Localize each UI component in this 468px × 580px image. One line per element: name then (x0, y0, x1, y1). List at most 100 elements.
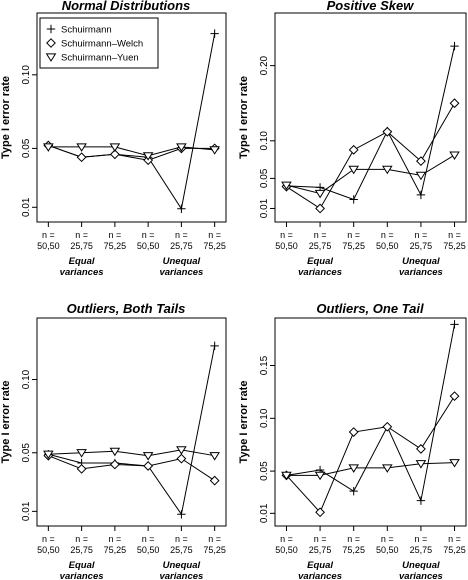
series-line (48, 345, 216, 516)
series-line (48, 449, 215, 457)
series-triangle (281, 459, 460, 481)
data-point (416, 156, 426, 167)
y-tick-label: 0.05 (259, 461, 270, 481)
data-point (209, 475, 220, 486)
data-point (109, 149, 120, 160)
panel-3: Outliers, Both Tails Type I error rate 0.0… (0, 301, 227, 580)
x-tick-label: n = 75,25 (104, 230, 127, 251)
series-triangle (281, 151, 460, 199)
y-axis-label: Type I error rate (238, 381, 250, 464)
series-line (286, 45, 456, 201)
group-label: Equal variances (60, 256, 104, 278)
data-point (449, 151, 460, 160)
x-tick-label: n = 75,25 (342, 534, 365, 555)
data-point (416, 496, 426, 505)
plot-frame (274, 317, 467, 527)
series-line (286, 154, 455, 194)
plot-frame (36, 317, 227, 527)
group-label: Unequal variances (399, 256, 443, 278)
data-point (210, 29, 219, 38)
legend-marker (46, 24, 56, 34)
x-tick-label: n = 25,75 (309, 230, 332, 251)
legend-marker (46, 38, 56, 48)
y-tick-label: 0.15 (259, 355, 270, 375)
legend-label: Schuirmann–Yuen (61, 53, 139, 64)
series-diamond (43, 450, 220, 486)
y-tick-label: 0.01 (259, 198, 270, 218)
group-label: Equal variances (298, 560, 342, 580)
data-point (109, 143, 121, 152)
series-line (286, 102, 455, 210)
data-point (349, 195, 358, 204)
y-axis-label: Type I error rate (0, 76, 12, 159)
series-line (48, 146, 215, 157)
data-point (209, 146, 220, 155)
data-point (449, 391, 460, 402)
data-point (449, 459, 460, 468)
y-tick-label: 0.01 (259, 503, 270, 523)
data-point (450, 320, 459, 329)
group-label: Equal variances (298, 256, 342, 278)
panel-title: Outliers, Both Tails (67, 301, 186, 316)
data-point (142, 152, 154, 161)
panel-title: Normal Distributions (62, 0, 191, 13)
x-tick-label: n = 25,75 (309, 534, 332, 555)
data-point (315, 507, 325, 518)
y-tick-label: 0.10 (21, 65, 32, 85)
x-tick-label: n = 75,25 (443, 534, 466, 555)
x-tick-label: n = 50,50 (376, 230, 399, 251)
series-plus (44, 341, 219, 519)
legend-box (39, 17, 159, 69)
x-tick-label: n = 25,75 (410, 534, 433, 555)
legend-label: Schuirmann–Welch (61, 39, 143, 50)
y-tick-label: 0.05 (259, 168, 270, 188)
series-diamond (43, 140, 220, 166)
data-point (349, 486, 358, 496)
y-tick-label: 0.05 (21, 443, 32, 463)
data-point (76, 152, 87, 163)
data-point (416, 190, 426, 200)
series-diamond (281, 391, 460, 518)
data-point (348, 165, 359, 175)
y-axis-label: Type I error rate (238, 76, 250, 159)
series-triangle (43, 143, 220, 161)
data-point (450, 41, 459, 51)
data-point (415, 460, 427, 469)
data-point (382, 126, 393, 137)
x-tick-label: n = 75,25 (104, 534, 127, 555)
data-point (348, 427, 359, 437)
x-tick-label: n = 25,75 (170, 230, 193, 251)
panel-title: Positive Skew (327, 0, 415, 13)
x-tick-label: n = 50,50 (275, 534, 298, 555)
data-point (281, 181, 292, 191)
y-tick-label: 0.10 (259, 408, 270, 428)
x-tick-label: n = 50,50 (37, 534, 60, 555)
y-tick-label: 0.10 (21, 369, 32, 389)
data-point (348, 144, 359, 155)
data-point (209, 452, 220, 461)
data-point (76, 449, 87, 458)
y-tick-label: 0.10 (259, 131, 270, 151)
legend: Schuirmann Schuirmann–Welch Schuirmann–Yue… (39, 17, 159, 69)
data-point (176, 446, 187, 455)
legend-label: Schuirmann (61, 25, 112, 36)
panel-2: Positive Skew Type I error rate 0.01 0.05 0.… (238, 0, 467, 278)
x-tick-label: n = 50,50 (137, 534, 160, 555)
data-point (314, 471, 326, 481)
panel-1: Normal Distributions Type I error rate 0.0… (0, 0, 227, 278)
data-point (382, 464, 393, 473)
data-point (314, 189, 326, 199)
y-axis-label: Type I error rate (0, 381, 12, 464)
data-point (315, 203, 325, 214)
group-label: Equal variances (60, 560, 104, 580)
data-point (177, 510, 186, 519)
x-tick-label: n = 50,50 (275, 230, 298, 251)
data-point (76, 143, 87, 152)
panel-title: Outliers, One Tail (316, 301, 424, 316)
data-point (281, 471, 292, 481)
series-diamond (281, 98, 460, 214)
x-tick-label: n = 25,75 (410, 230, 433, 251)
y-tick-label: 0.01 (21, 501, 32, 521)
data-point (177, 204, 186, 213)
y-tick-label: 0.05 (21, 138, 32, 158)
